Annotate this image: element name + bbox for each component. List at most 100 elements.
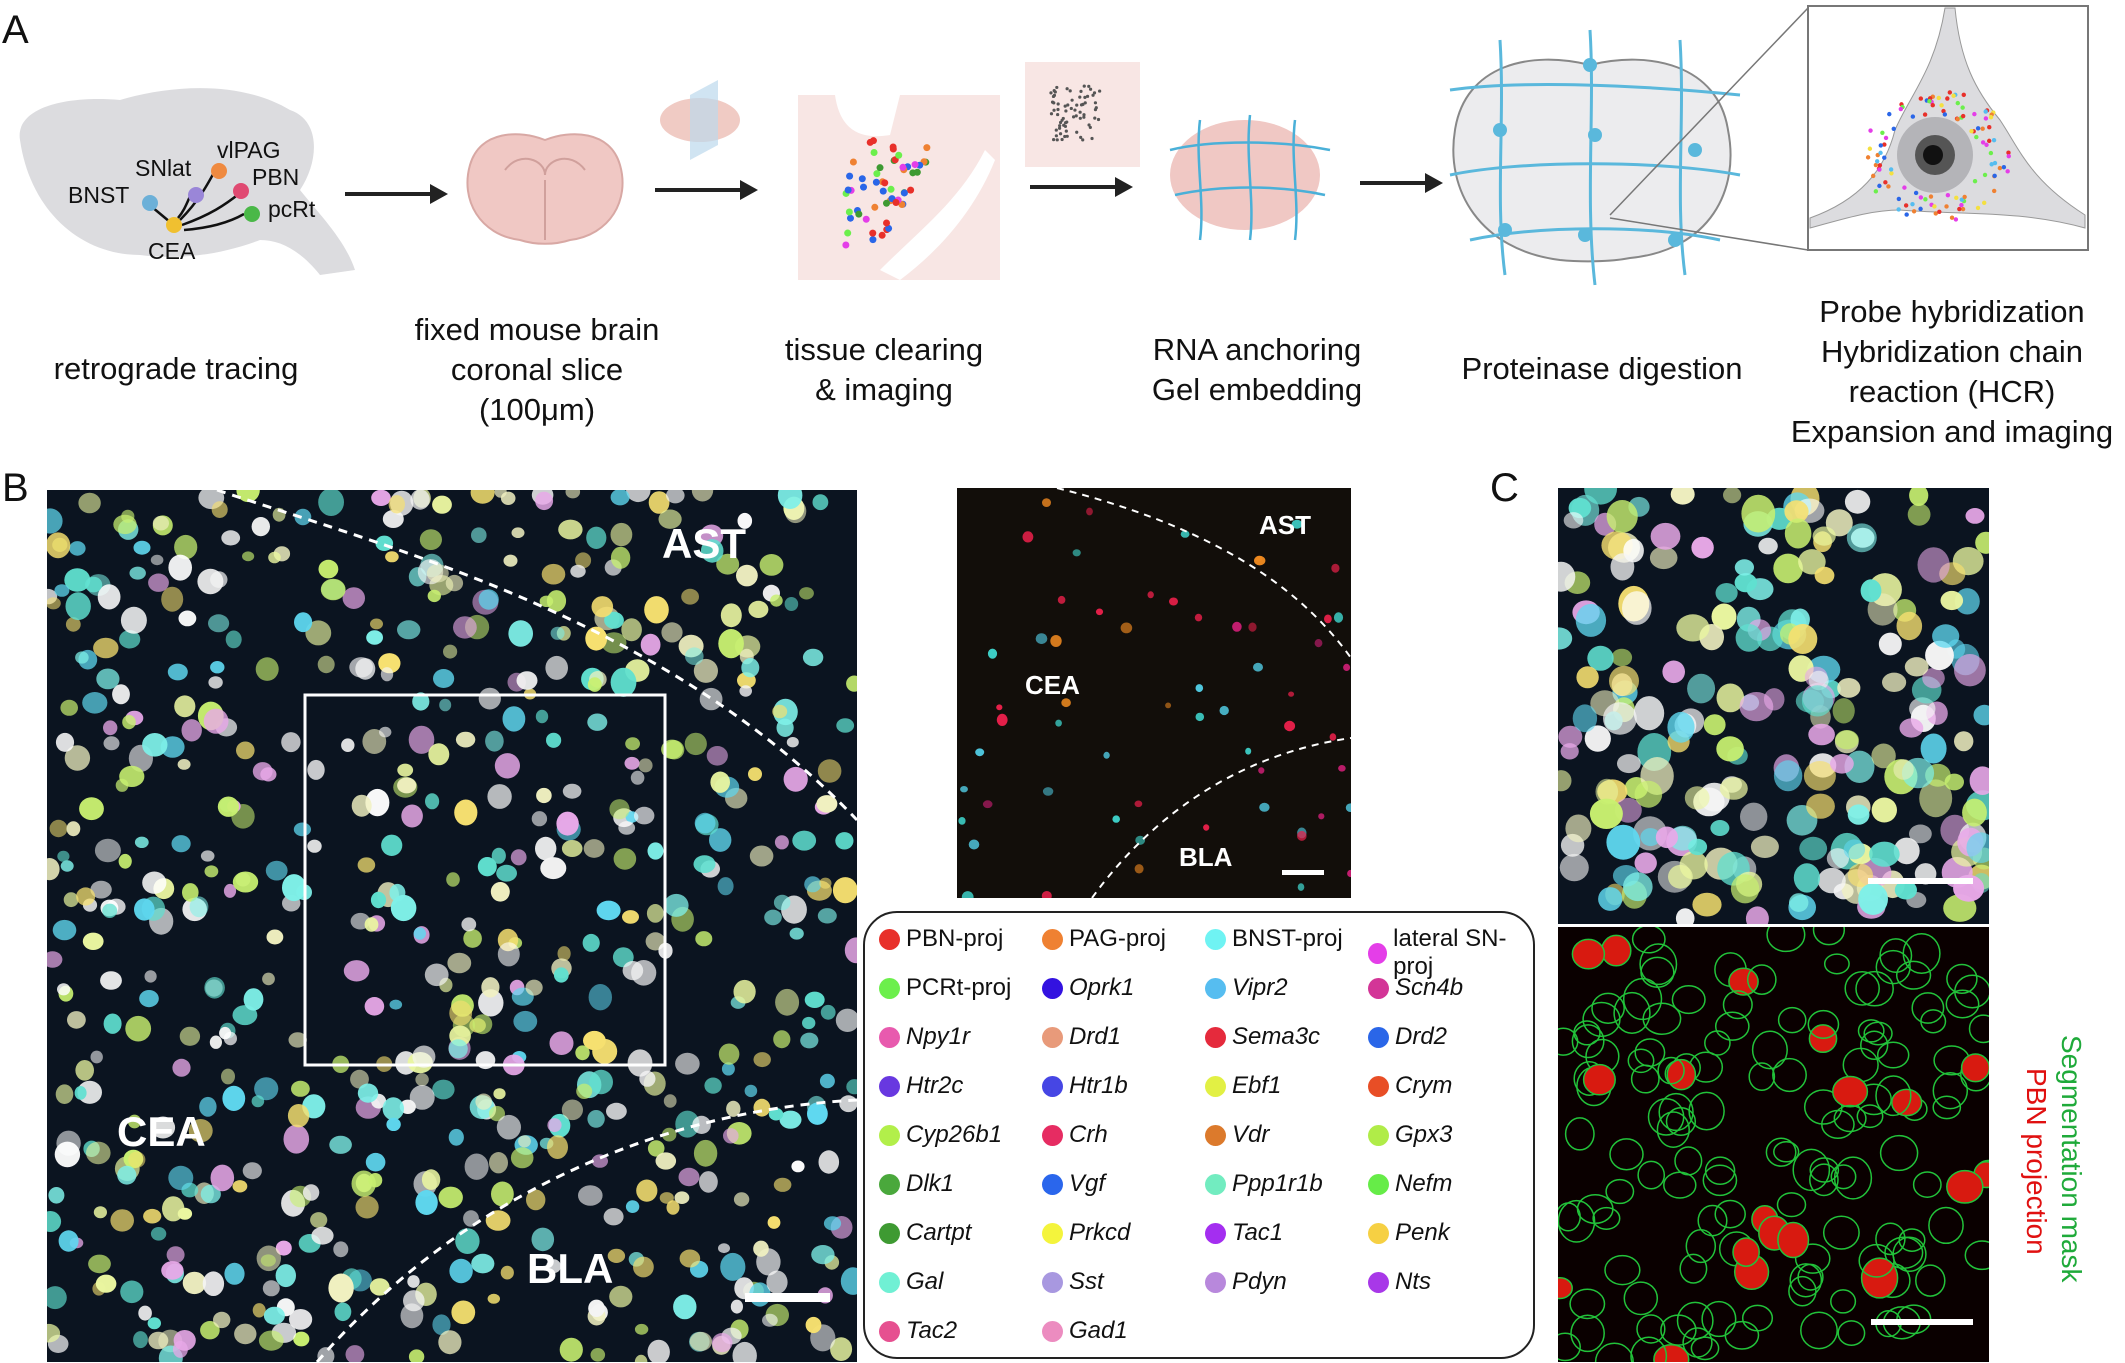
cell [1857,1019,1885,1043]
cell [1734,573,1757,593]
legend-label: Ebf1 [1232,1072,1282,1099]
cell [385,551,399,563]
cell [1591,992,1625,1024]
cell [540,857,567,880]
cell [749,845,774,867]
legend-swatch [1042,1222,1063,1244]
step-line: tissue clearing [784,332,984,367]
legend-item: PAG-proj [1042,925,1166,953]
probe-dot [858,175,866,183]
cell [823,1216,842,1231]
cell [699,1171,718,1193]
cell [64,568,91,592]
probe-dot [2006,150,2011,155]
probe-dot [1992,160,1998,166]
cell [86,1141,111,1165]
cell [310,1212,328,1228]
cell [583,1030,606,1051]
cell [1333,612,1344,623]
cea-dot [166,217,182,233]
legend-label: Nefm [1395,1170,1453,1197]
probe-dot [1896,207,1901,212]
anchor-dot [1078,116,1082,120]
cell [1660,1314,1697,1346]
cell [497,942,520,967]
cell [424,963,449,987]
anchor-dot [1064,129,1068,133]
cell [502,706,526,732]
cell [64,745,91,771]
cell [351,794,372,817]
anchor-dot [1083,95,1087,99]
cell [491,1181,514,1207]
cell [1904,657,1929,677]
cell [1691,536,1714,559]
arrow-icon [1360,173,1443,193]
anchor-dot [1052,89,1056,93]
cell [389,999,403,1010]
anchor-dot [1090,136,1094,141]
cell [255,657,279,681]
cell [76,887,96,906]
cell [1684,786,1710,810]
probe-dot [1874,159,1880,164]
cell [681,588,699,605]
cell [1773,553,1803,584]
cell [783,766,808,792]
cell [587,1110,605,1128]
probe-dot [1955,116,1960,122]
cell [710,771,730,793]
cell [102,903,118,918]
cell [1195,684,1204,693]
cell [148,573,169,592]
cell [1891,1088,1923,1117]
cell [1879,938,1913,974]
cell [428,743,450,766]
cell [1134,864,1144,874]
cell [134,836,149,848]
cell [1690,1336,1720,1361]
cell [1259,802,1270,812]
cell [1203,824,1210,831]
legend-swatch [1205,1026,1226,1048]
cell [1893,837,1920,865]
cell [1035,633,1048,644]
cell [818,1150,840,1174]
cell [1847,863,1873,887]
cell [1558,627,1573,650]
legend-label: Htr2c [906,1072,964,1099]
cell [57,983,71,996]
cell [328,1273,354,1303]
cell [1794,1243,1831,1274]
cell [463,929,482,948]
cell [547,1118,562,1133]
cell [1869,841,1900,867]
anchor-dot [1091,93,1095,97]
cell [438,1330,462,1355]
probe-dot [1936,95,1941,101]
cell [1331,563,1340,573]
anchor-dot [1074,114,1078,118]
cell [1564,1117,1595,1151]
cell [588,1299,605,1317]
cell [578,1185,603,1206]
anchor-dot [1070,98,1074,102]
probe-dot [844,186,852,194]
cell [1584,725,1611,752]
cell [706,746,728,766]
cell [224,1262,245,1285]
cell [67,1011,86,1029]
cell [1571,938,1606,970]
cell [152,515,169,531]
cell [47,1211,62,1232]
cell [1758,537,1778,555]
cell [496,864,517,882]
probe-dot [1951,93,1956,98]
probe-dot [879,187,887,195]
cell [846,1079,857,1095]
cell [1668,864,1693,889]
cell [260,1254,276,1267]
cell [737,512,753,529]
scale-bar [1871,1319,1973,1325]
cell [174,695,196,718]
